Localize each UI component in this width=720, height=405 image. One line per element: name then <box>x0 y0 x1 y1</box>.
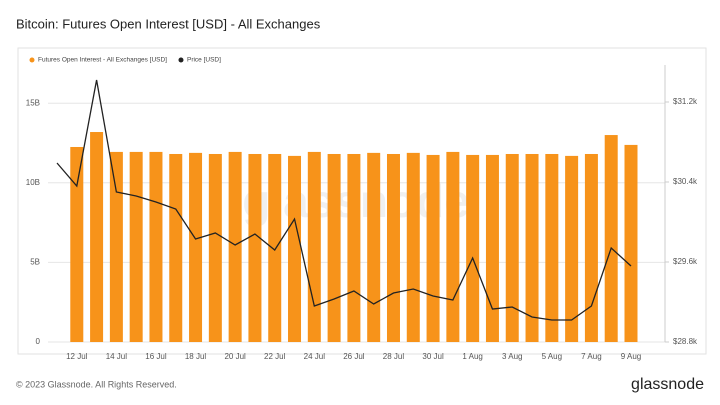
y2-tick-label: $29.6k <box>673 257 698 266</box>
x-tick-label: 1 Aug <box>462 352 482 361</box>
y-tick-label: 0 <box>36 337 41 346</box>
logo: glassnode <box>631 376 704 393</box>
bar <box>525 153 539 342</box>
bar <box>505 153 519 342</box>
bar <box>169 153 183 342</box>
bar <box>129 151 143 342</box>
bar <box>307 151 321 342</box>
x-tick-label: 24 Jul <box>304 352 326 361</box>
bar <box>327 153 341 342</box>
bar <box>565 155 579 342</box>
bar <box>347 153 361 342</box>
y-tick-label: 10B <box>26 178 40 187</box>
bar <box>90 132 104 342</box>
x-tick-label: 12 Jul <box>66 352 88 361</box>
x-tick-label: 16 Jul <box>145 352 167 361</box>
x-tick-label: 14 Jul <box>106 352 128 361</box>
legend-label: Price [USD] <box>187 57 221 64</box>
x-tick-label: 3 Aug <box>502 352 522 361</box>
x-tick-label: 7 Aug <box>581 352 601 361</box>
bar <box>189 152 203 342</box>
bar <box>109 151 123 342</box>
y-tick-label: 5B <box>30 258 40 267</box>
x-tick-label: 9 Aug <box>621 352 641 361</box>
bar <box>386 153 400 342</box>
bar <box>228 151 242 342</box>
price-line <box>56 79 632 321</box>
bar <box>426 154 440 342</box>
bar <box>485 154 499 342</box>
legend-marker <box>178 57 184 63</box>
bar <box>584 153 598 342</box>
bar <box>288 155 302 342</box>
y2-tick-label: $31.2k <box>673 97 698 106</box>
bar <box>624 144 638 342</box>
y2-tick-label: $28.8k <box>673 337 698 346</box>
x-tick-label: 22 Jul <box>264 352 286 361</box>
y-tick-label: 15B <box>26 98 40 107</box>
bar <box>446 151 460 342</box>
x-tick-label: 5 Aug <box>542 352 562 361</box>
bar <box>406 152 420 342</box>
x-tick-label: 28 Jul <box>383 352 405 361</box>
bar <box>545 153 559 342</box>
bar <box>70 146 84 342</box>
y2-tick-label: $30.4k <box>673 177 698 186</box>
legend-label: Futures Open Interest - All Exchanges [U… <box>38 57 167 64</box>
x-tick-label: 20 Jul <box>224 352 246 361</box>
bar <box>208 153 222 342</box>
bar <box>149 151 163 342</box>
x-tick-label: 30 Jul <box>422 352 444 361</box>
footer: © 2023 Glassnode. All Rights Reserved. <box>16 379 177 389</box>
bar <box>367 152 381 342</box>
x-tick-label: 18 Jul <box>185 352 207 361</box>
chart-title: Bitcoin: Futures Open Interest [USD] - A… <box>16 16 321 31</box>
x-tick-label: 26 Jul <box>343 352 365 361</box>
legend-marker <box>29 57 35 63</box>
bar <box>466 154 480 342</box>
bar <box>604 135 618 342</box>
bar <box>268 153 282 342</box>
bar <box>248 153 262 342</box>
